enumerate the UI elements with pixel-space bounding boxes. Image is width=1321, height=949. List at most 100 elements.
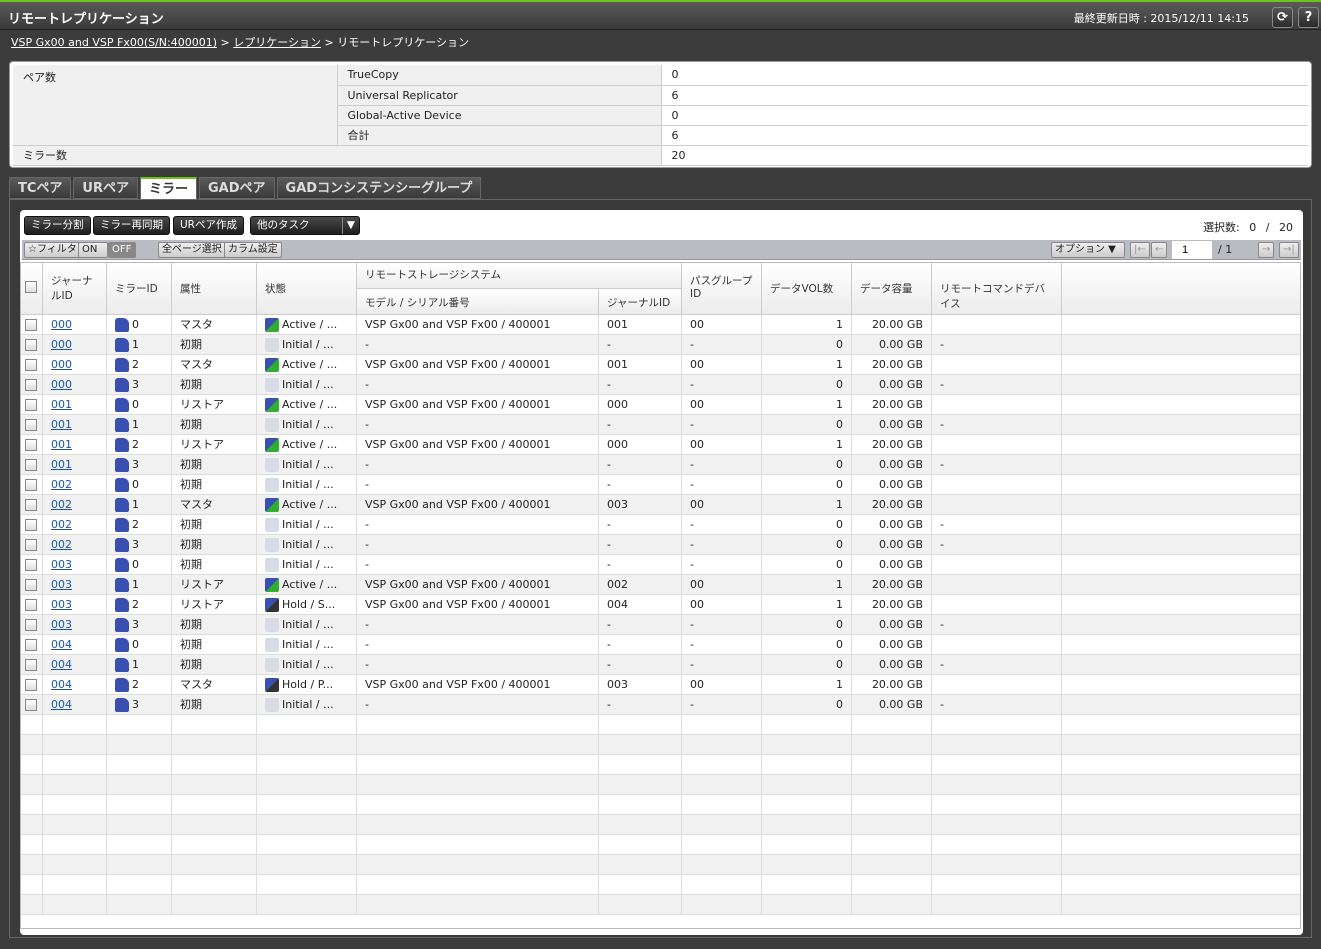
table-row[interactable]: 004 1 初期 Initial / ... - - - 0 0.00 GB -: [21, 655, 1300, 675]
table-row[interactable]: 002 1 マスタ Active / ... VSP Gx00 and VSP Fx00…: [21, 495, 1300, 515]
data-vol-count: 0: [836, 638, 843, 651]
tab-3[interactable]: GADペア: [199, 177, 275, 199]
last-page-icon[interactable]: →|: [1279, 242, 1299, 258]
select-all-pages-button[interactable]: 全ページ選択: [158, 242, 226, 258]
resync-mirror-button[interactable]: ミラー再同期: [93, 216, 170, 235]
journal-id-link[interactable]: 003: [51, 598, 72, 611]
journal-id-link[interactable]: 000: [51, 378, 72, 391]
row-checkbox[interactable]: [25, 659, 37, 671]
filter-on-toggle[interactable]: ON: [78, 242, 108, 258]
table-row[interactable]: 004 2 マスタ Hold / P... VSP Gx00 and VSP Fx00 …: [21, 675, 1300, 695]
journal-id-link[interactable]: 000: [51, 338, 72, 351]
table-row[interactable]: 001 3 初期 Initial / ... - - - 0 0.00 GB -: [21, 455, 1300, 475]
journal-id-link[interactable]: 000: [51, 358, 72, 371]
journal-id-link[interactable]: 001: [51, 458, 72, 471]
tab-2[interactable]: ミラー: [140, 177, 198, 200]
more-tasks-dropdown[interactable]: 他のタスク ▼: [250, 216, 360, 235]
journal-id-link[interactable]: 002: [51, 478, 72, 491]
journal-id-link[interactable]: 004: [51, 658, 72, 671]
column-header-path-group[interactable]: パスグループID: [682, 263, 762, 315]
row-checkbox[interactable]: [25, 679, 37, 691]
row-checkbox[interactable]: [25, 339, 37, 351]
table-row[interactable]: 003 2 リストア Hold / S... VSP Gx00 and VSP Fx00…: [21, 595, 1300, 615]
row-checkbox[interactable]: [25, 559, 37, 571]
create-ur-pair-button[interactable]: URペア作成: [173, 216, 244, 235]
row-checkbox[interactable]: [25, 439, 37, 451]
breadcrumb-replication[interactable]: レプリケーション: [233, 36, 322, 49]
row-checkbox[interactable]: [25, 459, 37, 471]
journal-id-link[interactable]: 004: [51, 698, 72, 711]
help-button[interactable]: ?: [1298, 7, 1319, 28]
table-row[interactable]: 004 3 初期 Initial / ... - - - 0 0.00 GB -: [21, 695, 1300, 715]
journal-id-link[interactable]: 002: [51, 538, 72, 551]
split-mirror-button[interactable]: ミラー分割: [24, 216, 91, 235]
column-header-status[interactable]: 状態: [257, 263, 357, 315]
page-input[interactable]: [1172, 241, 1212, 259]
table-row[interactable]: 002 0 初期 Initial / ... - - - 0 0.00 GB: [21, 475, 1300, 495]
table-row[interactable]: 003 0 初期 Initial / ... - - - 0 0.00 GB: [21, 555, 1300, 575]
tab-1[interactable]: URペア: [73, 177, 138, 199]
table-row[interactable]: 000 0 マスタ Active / ... VSP Gx00 and VSP Fx00…: [21, 315, 1300, 335]
row-checkbox[interactable]: [25, 599, 37, 611]
journal-id-link[interactable]: 003: [51, 558, 72, 571]
cell: -: [599, 655, 682, 675]
column-header-remote-journal-id[interactable]: ジャーナルID: [599, 289, 682, 315]
column-header-remote-storage[interactable]: リモートストレージシステム: [357, 263, 682, 289]
journal-id-link[interactable]: 003: [51, 578, 72, 591]
journal-id-link[interactable]: 001: [51, 418, 72, 431]
table-row[interactable]: 001 0 リストア Active / ... VSP Gx00 and VSP Fx0…: [21, 395, 1300, 415]
row-checkbox[interactable]: [25, 539, 37, 551]
journal-id-link[interactable]: 000: [51, 318, 72, 331]
journal-id-link[interactable]: 004: [51, 638, 72, 651]
breadcrumb-storage[interactable]: VSP Gx00 and VSP Fx00(S/N:400001): [11, 36, 218, 49]
checkbox[interactable]: [25, 281, 37, 293]
table-row[interactable]: 001 1 初期 Initial / ... - - - 0 0.00 GB -: [21, 415, 1300, 435]
column-header-journal[interactable]: ジャーナルID: [43, 263, 107, 315]
row-checkbox[interactable]: [25, 519, 37, 531]
table-row[interactable]: 001 2 リストア Active / ... VSP Gx00 and VSP Fx0…: [21, 435, 1300, 455]
table-row[interactable]: 003 1 リストア Active / ... VSP Gx00 and VSP Fx0…: [21, 575, 1300, 595]
journal-id-link[interactable]: 002: [51, 498, 72, 511]
table-row[interactable]: 000 1 初期 Initial / ... - - - 0 0.00 GB -: [21, 335, 1300, 355]
row-checkbox[interactable]: [25, 479, 37, 491]
journal-id-link[interactable]: 001: [51, 398, 72, 411]
row-checkbox[interactable]: [25, 399, 37, 411]
table-row[interactable]: 003 3 初期 Initial / ... - - - 0 0.00 GB -: [21, 615, 1300, 635]
row-checkbox[interactable]: [25, 379, 37, 391]
table-row[interactable]: 004 0 初期 Initial / ... - - - 0 0.00 GB: [21, 635, 1300, 655]
row-checkbox[interactable]: [25, 359, 37, 371]
row-checkbox[interactable]: [25, 319, 37, 331]
column-header-cap[interactable]: データ容量: [852, 263, 932, 315]
journal-id-link[interactable]: 004: [51, 678, 72, 691]
table-row[interactable]: 000 3 初期 Initial / ... - - - 0 0.00 GB -: [21, 375, 1300, 395]
journal-id-link[interactable]: 001: [51, 438, 72, 451]
tab-0[interactable]: TCペア: [9, 177, 72, 199]
tab-4[interactable]: GADコンシステンシーグループ: [276, 177, 482, 199]
filter-button[interactable]: ☆フィルタ: [24, 242, 81, 258]
first-page-icon[interactable]: |←: [1130, 242, 1150, 258]
journal-id-link[interactable]: 002: [51, 518, 72, 531]
row-checkbox[interactable]: [25, 419, 37, 431]
column-header-model[interactable]: モデル / シリアル番号: [357, 289, 599, 315]
column-header-mirror[interactable]: ミラーID: [107, 263, 172, 315]
column-settings-button[interactable]: カラム設定: [224, 242, 282, 258]
prev-page-icon[interactable]: ←: [1151, 242, 1168, 258]
table-row[interactable]: 002 2 初期 Initial / ... - - - 0 0.00 GB -: [21, 515, 1300, 535]
row-checkbox[interactable]: [25, 619, 37, 631]
next-page-icon[interactable]: →: [1258, 242, 1275, 258]
journal-id-link[interactable]: 003: [51, 618, 72, 631]
row-checkbox[interactable]: [25, 579, 37, 591]
table-row[interactable]: 002 3 初期 Initial / ... - - - 0 0.00 GB -: [21, 535, 1300, 555]
filter-off-toggle[interactable]: OFF: [108, 242, 136, 258]
column-header-vols[interactable]: データVOL数: [762, 263, 852, 315]
remote-journal-id: 003: [607, 678, 628, 691]
column-header-attr[interactable]: 属性: [172, 263, 257, 315]
refresh-icon[interactable]: ⟳: [1272, 7, 1293, 28]
row-checkbox[interactable]: [25, 499, 37, 511]
options-dropdown[interactable]: オプション ▼: [1051, 242, 1125, 258]
table-row[interactable]: 000 2 マスタ Active / ... VSP Gx00 and VSP Fx00…: [21, 355, 1300, 375]
column-header-rcd[interactable]: リモートコマンドデバイス: [932, 263, 1062, 315]
row-checkbox[interactable]: [25, 639, 37, 651]
row-checkbox[interactable]: [25, 699, 37, 711]
attribute: マスタ: [180, 678, 213, 691]
